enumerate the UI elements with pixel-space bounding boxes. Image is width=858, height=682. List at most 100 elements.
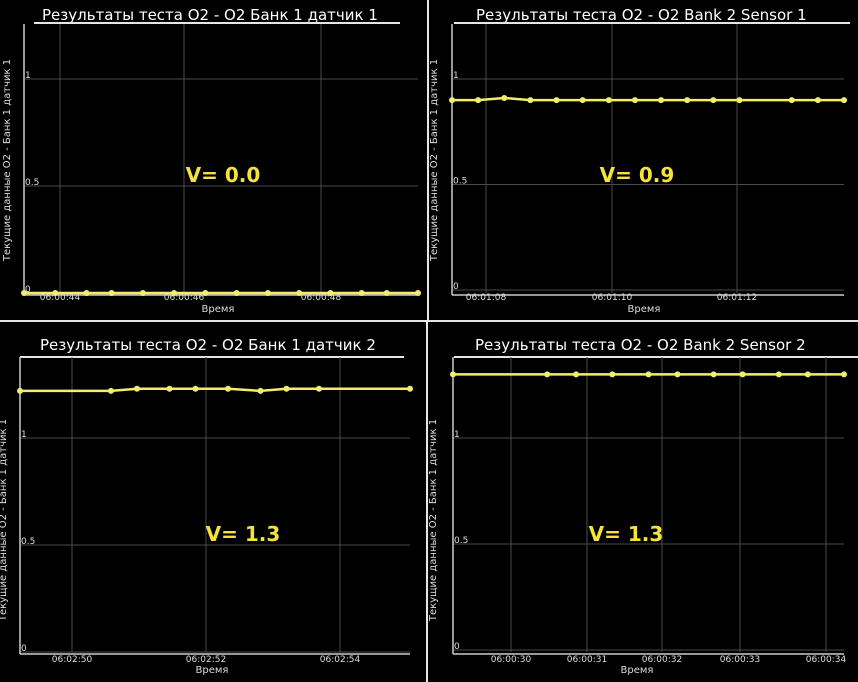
y-tick-label: 1: [21, 430, 27, 440]
x-tick-label: 06:01:10: [592, 293, 633, 303]
data-point: [658, 97, 665, 104]
series-line: [452, 96, 844, 102]
data-point: [804, 371, 811, 378]
data-point: [415, 290, 421, 296]
x-tick-label: 06:02:50: [52, 655, 93, 665]
x-axis-label: Время: [202, 304, 235, 315]
data-point: [233, 290, 240, 296]
y-tick-label: 1: [454, 430, 460, 440]
data-point: [739, 371, 746, 378]
y-axis-label: Текущие данные O2 - Банк 1 датчик 1: [2, 59, 13, 262]
y-axis-label: Текущие данные O2 - Банк 1 датчик 1: [0, 419, 9, 622]
data-point: [192, 385, 199, 392]
y-tick-label: 1: [453, 71, 459, 81]
x-tick-label: 06:00:48: [301, 293, 342, 303]
x-tick-label: 06:01:08: [466, 293, 507, 303]
data-point: [407, 385, 413, 392]
data-point: [283, 385, 290, 392]
data-point: [631, 97, 638, 104]
data-point: [527, 97, 534, 104]
data-point: [788, 97, 795, 104]
data-point: [450, 371, 456, 378]
data-point: [674, 371, 681, 378]
x-tick-label: 06:00:46: [164, 293, 205, 303]
data-point: [327, 290, 334, 296]
data-point: [710, 97, 717, 104]
chart-title: Результаты теста O2 - O2 Bank 2 Sensor 1: [476, 6, 807, 24]
chart-title: Результаты теста O2 - O2 Банк 1 датчик 1: [42, 6, 378, 24]
value-annotation: V= 0.0: [186, 163, 261, 187]
title-underline: [454, 356, 858, 358]
data-point: [225, 385, 231, 392]
data-point: [449, 97, 455, 104]
x-tick-label: 06:00:33: [720, 655, 760, 665]
data-point: [609, 371, 616, 378]
y-tick-label: 0: [25, 285, 31, 295]
data-point: [358, 290, 365, 296]
title-underline: [20, 356, 404, 358]
x-tick-label: 06:00:44: [40, 293, 81, 303]
data-point: [17, 387, 23, 394]
y-tick-label: 0: [453, 282, 459, 292]
data-point: [475, 97, 482, 104]
x-tick-label: 06:00:32: [642, 655, 682, 665]
divider-vertical-top: [427, 0, 429, 320]
data-point: [544, 371, 551, 378]
data-point: [202, 290, 209, 296]
data-point: [21, 290, 27, 296]
x-axis-label: Время: [628, 304, 661, 315]
title-underline: [454, 22, 850, 24]
x-axis-label: Время: [196, 665, 229, 676]
data-point: [553, 97, 560, 104]
y-tick-label: 0: [21, 644, 27, 654]
data-point: [264, 290, 271, 296]
value-annotation: V= 0.9: [600, 163, 675, 187]
data-point: [171, 290, 178, 296]
y-tick-label: 0: [454, 642, 460, 652]
data-point: [108, 387, 114, 394]
y-axis-label: Текущие данные O2 - Банк 1 датчик 1: [429, 59, 440, 262]
data-point: [108, 290, 115, 296]
y-tick-label: 0.5: [454, 536, 468, 546]
data-point: [573, 371, 580, 378]
data-point: [736, 97, 743, 104]
x-tick-label: 06:02:54: [320, 655, 361, 665]
data-point: [257, 387, 264, 394]
y-tick-label: 0.5: [21, 537, 35, 547]
data-point: [166, 385, 173, 392]
divider-vertical-bottom: [426, 322, 428, 682]
data-point: [383, 290, 390, 296]
data-point: [605, 97, 612, 104]
data-point: [645, 371, 652, 378]
data-point: [83, 290, 90, 296]
value-annotation: V= 1.3: [206, 522, 281, 546]
y-tick-label: 1: [25, 71, 31, 81]
chart-title: Результаты теста O2 - O2 Bank 2 Sensor 2: [475, 336, 806, 354]
y-axis-label: Текущие данные O2 - Банк 1 датчик 1: [428, 419, 439, 622]
data-point: [684, 97, 691, 104]
data-point: [710, 371, 717, 378]
x-tick-label: 06:02:52: [186, 655, 226, 665]
data-point: [775, 371, 782, 378]
value-annotation: V= 1.3: [589, 522, 664, 546]
data-point: [52, 290, 59, 296]
data-point: [579, 97, 586, 104]
data-point: [139, 290, 146, 296]
x-axis-label: Время: [621, 665, 654, 676]
data-point: [814, 97, 821, 104]
data-point: [841, 97, 847, 104]
divider-horizontal: [0, 320, 858, 322]
x-tick-label: 06:01:12: [717, 293, 757, 303]
chart-title: Результаты теста O2 - O2 Банк 1 датчик 2: [40, 336, 376, 354]
data-point: [841, 371, 847, 378]
data-point: [134, 385, 140, 392]
series-line: [20, 387, 410, 393]
x-tick-label: 06:00:30: [491, 655, 532, 665]
x-tick-label: 06:00:34: [806, 655, 847, 665]
y-tick-label: 0.5: [25, 178, 39, 188]
data-point: [316, 385, 322, 392]
x-tick-label: 06:00:31: [567, 655, 607, 665]
y-tick-label: 0.5: [453, 177, 467, 187]
title-underline: [34, 22, 400, 24]
data-point: [296, 290, 303, 296]
